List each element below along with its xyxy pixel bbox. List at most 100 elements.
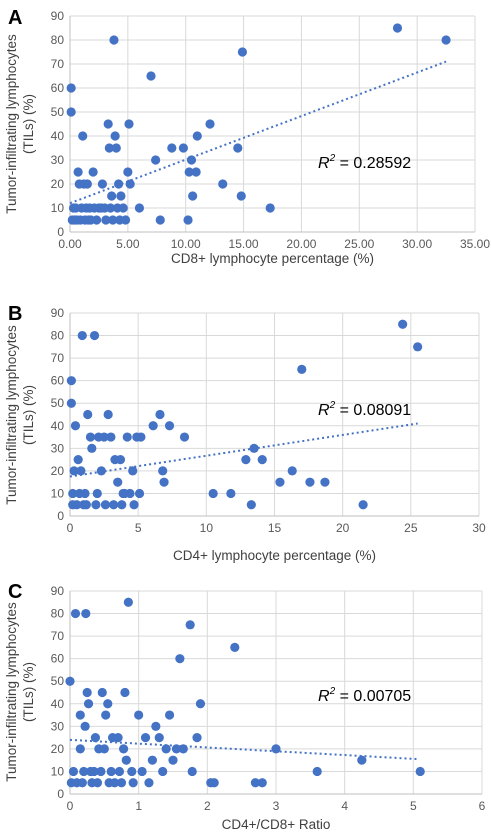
data-point — [124, 119, 134, 129]
r-squared-value: = 0.08091 — [335, 402, 411, 419]
data-point — [92, 488, 102, 499]
data-point — [123, 167, 133, 177]
data-point — [392, 23, 403, 33]
data-point — [75, 744, 85, 754]
data-point — [92, 215, 102, 225]
data-point — [413, 342, 423, 352]
data-point — [81, 608, 91, 619]
y-tick-label: 20 — [51, 464, 65, 478]
y-axis-title: Tumor-infiltrating lymphocytes (TILs) (%) — [4, 325, 36, 505]
data-point — [81, 500, 91, 510]
data-point — [111, 143, 121, 153]
data-point — [398, 319, 408, 329]
data-point — [118, 203, 128, 213]
data-point — [125, 488, 135, 499]
y-tick-label: 0 — [57, 509, 64, 523]
data-point — [89, 330, 100, 341]
data-point — [158, 766, 168, 777]
data-point — [154, 733, 164, 743]
data-point — [115, 455, 126, 465]
data-point — [250, 778, 260, 788]
y-tick-label: 60 — [51, 652, 65, 666]
x-tick-label: 20.00 — [286, 237, 316, 251]
data-point — [183, 215, 193, 225]
data-point — [113, 477, 123, 487]
data-point — [241, 455, 251, 465]
data-point — [158, 466, 168, 476]
data-point — [87, 443, 97, 453]
y-tick-label: 40 — [51, 697, 65, 711]
data-point — [184, 167, 194, 177]
data-point — [441, 35, 451, 45]
data-point — [85, 432, 96, 442]
data-point — [187, 766, 197, 777]
trendline — [69, 60, 447, 205]
y-tick-label: 90 — [51, 584, 65, 598]
data-point — [164, 710, 175, 720]
data-point — [123, 597, 133, 607]
r-symbol: R — [318, 402, 330, 419]
data-point — [103, 409, 113, 420]
data-point — [129, 500, 139, 510]
data-point — [97, 687, 107, 698]
y-tick-label: 20 — [51, 177, 65, 191]
data-point — [185, 620, 195, 630]
data-point — [179, 432, 190, 442]
panel-a: A 0 10 20 30 40 50 60 70 80 90 0.00 5.00 10.00 15.00 20… — [4, 7, 490, 266]
data-point — [186, 155, 197, 165]
r-symbol: R — [318, 688, 330, 705]
data-point — [101, 215, 111, 225]
data-point — [167, 143, 177, 153]
data-point — [114, 179, 124, 189]
data-point — [120, 215, 131, 225]
data-point — [91, 500, 101, 510]
data-point — [66, 376, 76, 386]
data-point — [120, 687, 130, 698]
y-tick-label: 80 — [51, 33, 65, 47]
y-tick-label: 70 — [51, 57, 65, 71]
data-point — [192, 131, 202, 141]
data-point — [168, 755, 178, 765]
data-point — [128, 466, 138, 476]
data-point — [415, 766, 425, 777]
x-tick-label: 30 — [472, 521, 486, 535]
data-point — [237, 47, 248, 57]
data-point — [312, 766, 322, 777]
data-point — [195, 699, 206, 709]
data-point — [155, 409, 165, 420]
data-point — [88, 167, 98, 177]
y-tick-label: 50 — [51, 674, 65, 688]
data-point — [70, 608, 81, 619]
y-tick-label: 30 — [51, 719, 65, 733]
y-tick-label: 70 — [51, 351, 65, 365]
data-point — [82, 687, 92, 698]
data-point — [103, 119, 113, 129]
data-point — [75, 710, 85, 720]
y-axis-title-line-2: (TILs) (%) — [21, 94, 36, 154]
data-point — [65, 676, 75, 686]
x-tick-label: 20 — [336, 521, 350, 535]
x-tick-label: 5.00 — [116, 237, 140, 251]
y-tick-label: 0 — [57, 225, 64, 239]
y-tick-label: 50 — [51, 396, 65, 410]
r-squared-value: = 0.28592 — [335, 155, 411, 172]
data-point — [137, 766, 147, 777]
y-tick-label: 60 — [51, 81, 65, 95]
x-tick-label: 25 — [404, 521, 418, 535]
y-axis-title-line-1: Tumor-infiltrating lymphocytes — [4, 602, 19, 782]
data-point — [218, 179, 228, 189]
x-tick-label: 4 — [341, 799, 348, 813]
data-point — [257, 455, 267, 465]
data-point — [117, 500, 127, 510]
data-point — [106, 432, 116, 442]
data-point — [144, 778, 154, 788]
data-point — [164, 421, 175, 431]
panel-letter: A — [8, 7, 22, 29]
data-point — [155, 215, 165, 225]
data-point — [265, 203, 275, 213]
x-tick-label: 35.00 — [460, 237, 490, 251]
y-tick-label: 40 — [51, 129, 65, 143]
data-point — [161, 744, 171, 754]
y-tick-label: 40 — [51, 419, 65, 433]
